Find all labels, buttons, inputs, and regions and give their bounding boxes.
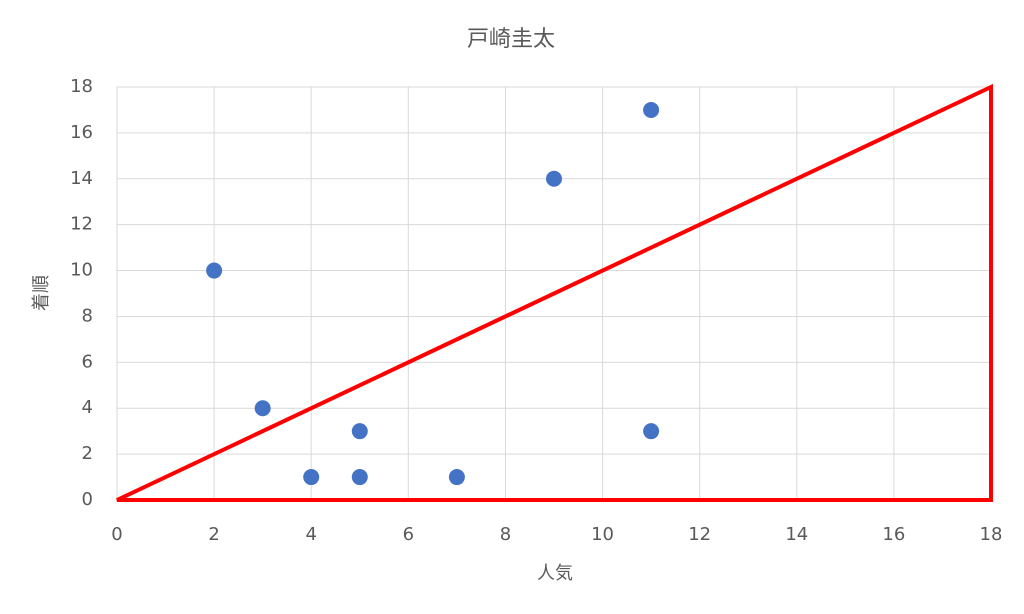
chart-title: 戸崎圭太 <box>467 27 555 52</box>
y-tick-label: 8 <box>82 305 93 326</box>
point <box>254 400 271 417</box>
x-tick-label: 8 <box>500 524 511 545</box>
x-tick-label: 12 <box>688 524 711 545</box>
point <box>206 262 223 279</box>
x-tick-label: 10 <box>591 524 614 545</box>
y-tick-label: 6 <box>82 351 93 372</box>
point <box>643 423 660 440</box>
point <box>303 469 320 486</box>
y-tick-label: 14 <box>70 168 93 189</box>
x-tick-label: 2 <box>208 524 219 545</box>
x-tick-label: 6 <box>403 524 414 545</box>
point <box>546 170 562 187</box>
x-tick-label: 16 <box>882 524 905 545</box>
x-tick-label: 4 <box>305 524 316 545</box>
y-tick-label: 12 <box>70 214 93 235</box>
x-axis-label: 人気 <box>537 563 573 584</box>
y-tick-label: 18 <box>70 76 93 97</box>
annotation-triangle <box>116 83 993 502</box>
y-tick-label: 16 <box>70 122 93 143</box>
point <box>448 469 465 486</box>
x-tick-label: 0 <box>111 524 122 545</box>
y-tick-label: 0 <box>82 489 93 510</box>
y-tick-label: 2 <box>82 443 93 464</box>
point <box>643 101 660 118</box>
point <box>351 469 368 486</box>
point <box>351 423 368 440</box>
x-tick-label: 14 <box>785 524 808 545</box>
y-axis-label: 着順 <box>31 275 52 311</box>
y-tick-label: 4 <box>82 397 93 418</box>
y-tick-label: 10 <box>70 260 93 281</box>
x-tick-label: 18 <box>980 524 1003 545</box>
